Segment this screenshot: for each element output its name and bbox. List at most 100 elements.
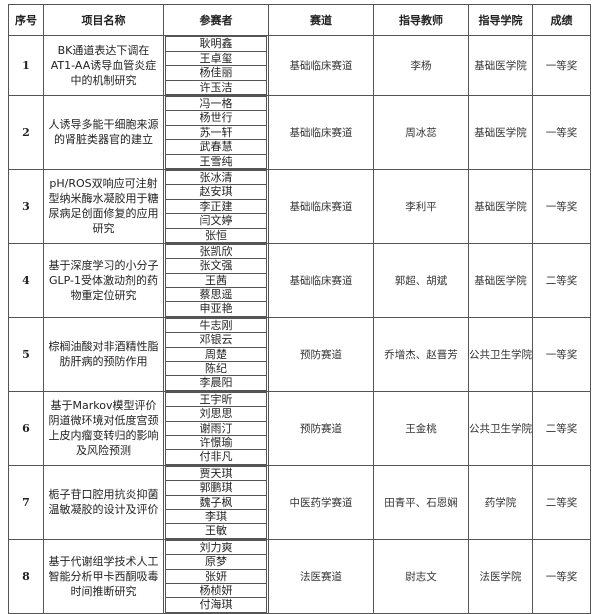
teacher: 王金桃 xyxy=(373,390,469,466)
result: 一等奖 xyxy=(532,316,591,392)
member-name: 周楚 xyxy=(165,347,267,363)
awards-table: 序号 项目名称 参赛者 赛道 指导教师 指导学院 成绩 1 BK通道表达下调在AT… xyxy=(8,4,591,614)
header-members: 参赛者 xyxy=(163,4,269,36)
result: 一等奖 xyxy=(532,95,591,170)
member-name: 武春慧 xyxy=(165,140,267,155)
member-name: 王茜 xyxy=(165,273,267,289)
result: 一等奖 xyxy=(532,538,591,614)
members-cell: 贾天琪 郭鹏琪 魏子枫 李琪 王敏 xyxy=(163,464,269,540)
member-name: 许玉洁 xyxy=(165,80,267,95)
result: 二等奖 xyxy=(532,242,591,318)
track: 基础临床赛道 xyxy=(268,242,374,318)
project-title: BK通道表达下调在AT1-AA诱导血管炎症中的机制研究 xyxy=(43,35,164,96)
member-name: 张冰清 xyxy=(165,169,267,186)
member-name: 申亚艳 xyxy=(165,302,267,317)
track: 基础临床赛道 xyxy=(268,168,374,244)
members-cell: 牛志刚 邓银云 周楚 陈纪 李晨阳 xyxy=(163,316,269,392)
member-name: 李琪 xyxy=(165,509,267,525)
members-cell: 刘力爽 原梦 张妍 杨桢妍 付海琪 xyxy=(163,538,269,614)
result: 一等奖 xyxy=(532,35,591,96)
row-number: 3 xyxy=(8,168,44,244)
project-title: 人诱导多能干细胞来源的肾脏类器官的建立 xyxy=(43,95,164,170)
members-cell: 王宇昕 刘思思 谢雨汀 许憬瑜 付非凡 xyxy=(163,390,269,466)
member-name: 张凯欣 xyxy=(165,243,267,260)
project-title: 基于深度学习的小分子GLP-1受体激动剂的药物重定位研究 xyxy=(43,242,164,318)
member-name: 李晨阳 xyxy=(165,376,267,391)
member-name: 付非凡 xyxy=(165,450,267,465)
member-name: 赵安琪 xyxy=(165,185,267,200)
result: 一等奖 xyxy=(532,168,591,244)
row-number: 1 xyxy=(8,35,44,96)
table-row: 7 栀子苷口腔用抗炎抑菌温敏凝胶的设计及评价 贾天琪 郭鹏琪 魏子枫 李琪 王敏 中医药学赛道… xyxy=(8,464,591,540)
member-name: 苏一轩 xyxy=(165,125,267,141)
header-title: 项目名称 xyxy=(43,4,164,36)
teacher: 李利平 xyxy=(373,168,469,244)
table-row: 5 棕榈油酸对非酒精性脂肪肝病的预防作用 牛志刚 邓银云 周楚 陈纪 李晨阳 预防赛道 乔增杰、… xyxy=(8,316,591,392)
members-cell: 张凯欣 张文强 王茜 蔡思遥 申亚艳 xyxy=(163,242,269,318)
project-title: 基于代谢组学技术人工智能分析甲卡西酮吸毒时间推断研究 xyxy=(43,538,164,614)
teacher: 郭超、胡斌 xyxy=(373,242,469,318)
header-track: 赛道 xyxy=(268,4,374,36)
member-name: 郭鹏琪 xyxy=(165,481,267,496)
member-name: 王雪纯 xyxy=(165,154,267,169)
member-name: 付海琪 xyxy=(165,598,267,613)
row-number: 2 xyxy=(8,95,44,170)
member-name: 谢雨汀 xyxy=(165,421,267,436)
member-name: 邓银云 xyxy=(165,333,267,348)
table-row: 2 人诱导多能干细胞来源的肾脏类器官的建立 冯一格 杨世行 苏一轩 武春慧 王雪纯 基础临床赛… xyxy=(8,95,591,170)
member-name: 原梦 xyxy=(165,555,267,570)
member-name: 王敏 xyxy=(165,524,267,539)
project-title: 棕榈油酸对非酒精性脂肪肝病的预防作用 xyxy=(43,316,164,392)
member-name: 杨桢妍 xyxy=(165,583,267,599)
teacher: 乔增杰、赵晋芳 xyxy=(373,316,469,392)
teacher: 周冰蕊 xyxy=(373,95,469,170)
college: 基础医学院 xyxy=(468,242,533,318)
members-cell: 张冰清 赵安琪 李正建 闫文婷 张恒 xyxy=(163,168,269,244)
college: 药学院 xyxy=(468,464,533,540)
member-name: 陈纪 xyxy=(165,362,267,377)
member-name: 杨佳丽 xyxy=(165,66,267,81)
header-teacher: 指导教师 xyxy=(373,4,469,36)
header-row: 序号 项目名称 参赛者 赛道 指导教师 指导学院 成绩 xyxy=(8,4,591,36)
row-number: 7 xyxy=(8,464,44,540)
header-result: 成绩 xyxy=(532,4,591,36)
row-number: 8 xyxy=(8,538,44,614)
college: 公共卫生学院 xyxy=(468,390,533,466)
track: 中医药学赛道 xyxy=(268,464,374,540)
track: 预防赛道 xyxy=(268,390,374,466)
member-name: 耿明鑫 xyxy=(165,36,267,52)
college: 公共卫生学院 xyxy=(468,316,533,392)
table-row: 3 pH/ROS双响应可注射型纳米酶水凝胶用于糖尿病足创面修复的应用研究 张冰清 赵安… xyxy=(8,168,591,244)
college: 基础医学院 xyxy=(468,95,533,170)
member-name: 杨世行 xyxy=(165,111,267,126)
result: 二等奖 xyxy=(532,390,591,466)
member-name: 闫文婷 xyxy=(165,214,267,229)
members-cell: 冯一格 杨世行 苏一轩 武春慧 王雪纯 xyxy=(163,95,269,170)
member-name: 张妍 xyxy=(165,569,267,584)
member-name: 魏子枫 xyxy=(165,495,267,510)
college: 基础医学院 xyxy=(468,168,533,244)
member-name: 刘思思 xyxy=(165,407,267,422)
members-cell: 耿明鑫 王卓玺 杨佳丽 许玉洁 xyxy=(163,35,269,96)
table-row: 6 基于Markov模型评价阴道微环境对低度宫颈上皮内瘤变转归的影响及风险预测 王宇… xyxy=(8,390,591,466)
member-name: 贾天琪 xyxy=(165,465,267,482)
member-name: 李正建 xyxy=(165,199,267,215)
member-name: 冯一格 xyxy=(165,96,267,112)
row-number: 6 xyxy=(8,390,44,466)
project-title: 基于Markov模型评价阴道微环境对低度宫颈上皮内瘤变转归的影响及风险预测 xyxy=(43,390,164,466)
table-row: 4 基于深度学习的小分子GLP-1受体激动剂的药物重定位研究 张凯欣 张文强 王茜 蔡思遥… xyxy=(8,242,591,318)
member-name: 张文强 xyxy=(165,259,267,274)
teacher: 田青平、石恩娴 xyxy=(373,464,469,540)
table-row: 1 BK通道表达下调在AT1-AA诱导血管炎症中的机制研究 耿明鑫 王卓玺 杨佳丽 许玉洁… xyxy=(8,35,591,96)
track: 法医赛道 xyxy=(268,538,374,614)
college: 法医学院 xyxy=(468,538,533,614)
member-name: 许憬瑜 xyxy=(165,435,267,451)
member-name: 刘力爽 xyxy=(165,539,267,556)
member-name: 张恒 xyxy=(165,228,267,243)
member-name: 蔡思遥 xyxy=(165,288,267,303)
row-number: 5 xyxy=(8,316,44,392)
track: 预防赛道 xyxy=(268,316,374,392)
member-name: 王卓玺 xyxy=(165,51,267,66)
project-title: pH/ROS双响应可注射型纳米酶水凝胶用于糖尿病足创面修复的应用研究 xyxy=(43,168,164,244)
header-no: 序号 xyxy=(8,4,44,36)
